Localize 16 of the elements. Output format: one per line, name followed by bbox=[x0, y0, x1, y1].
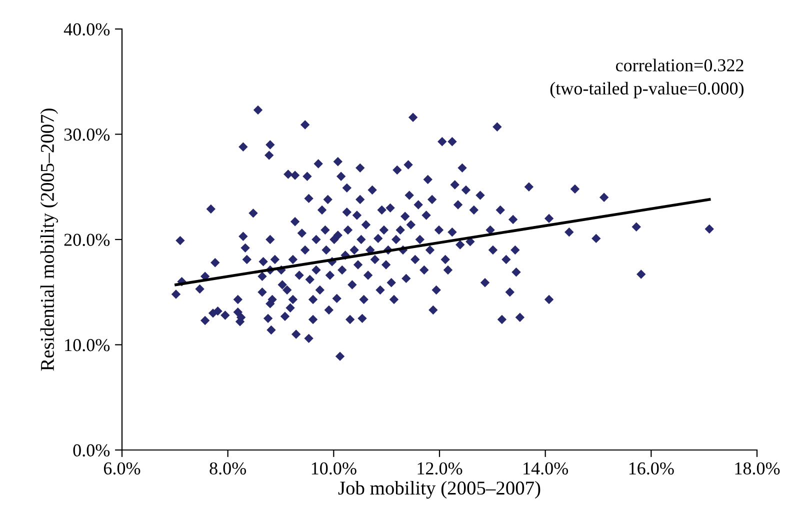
y-tick-label: 30.0% bbox=[64, 128, 110, 141]
x-tick-label: 14.0% bbox=[524, 462, 568, 475]
annotation: correlation=0.322 bbox=[616, 58, 744, 72]
x-tick-label: 18.0% bbox=[735, 462, 780, 475]
x-tick-label: 8.0% bbox=[210, 462, 246, 475]
x-tick-label: 6.0% bbox=[104, 462, 140, 475]
y-axis-title: Residential mobility (2005–2007) bbox=[40, 108, 58, 371]
x-tick-label: 16.0% bbox=[629, 462, 674, 475]
y-tick-label: 40.0% bbox=[64, 23, 110, 36]
annotation: (two-tailed p-value=0.000) bbox=[550, 82, 744, 98]
y-tick-label: 20.0% bbox=[64, 234, 110, 246]
x-axis-title: Job mobility (2005–2007) bbox=[338, 480, 540, 499]
x-tick-label: 12.0% bbox=[418, 462, 462, 475]
y-tick-label: 0.0% bbox=[73, 444, 110, 457]
x-tick-label: 10.0% bbox=[312, 462, 356, 475]
y-tick-label: 10.0% bbox=[65, 339, 110, 352]
